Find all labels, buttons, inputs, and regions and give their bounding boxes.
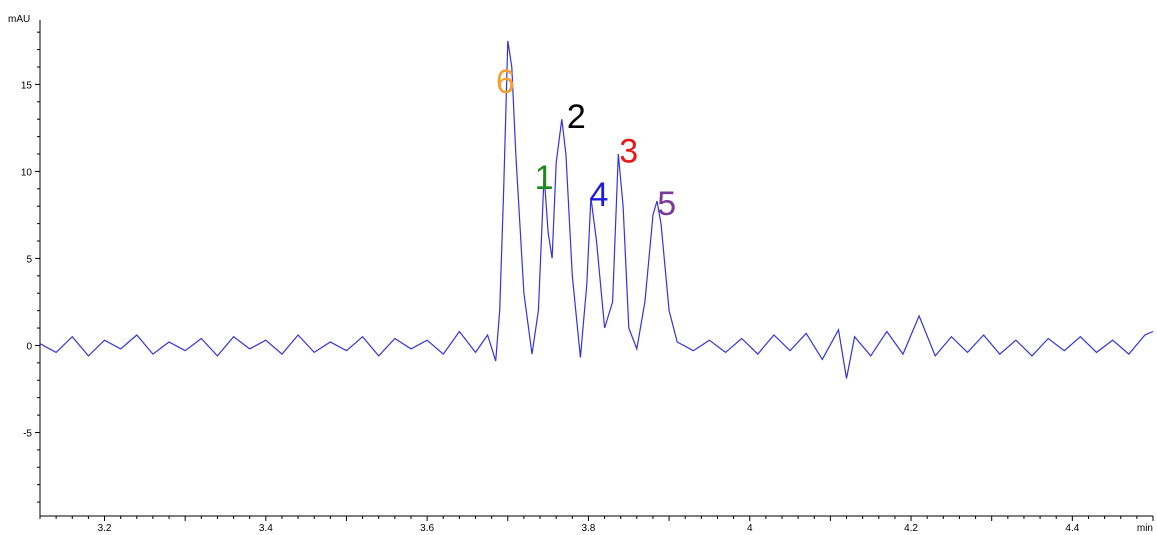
peak-label-1: 1: [535, 159, 554, 197]
peak-label-6: 6: [496, 63, 515, 101]
signal-trace: [39, 40, 1154, 379]
y-axis-unit-label: mAU: [8, 14, 30, 25]
peak-label-4: 4: [589, 176, 608, 214]
y-tick-label: 10: [21, 167, 33, 178]
x-tick-label: 4.4: [1065, 523, 1079, 534]
x-tick-label: 4.2: [904, 523, 918, 534]
peak-label-3: 3: [619, 133, 638, 171]
chart-plot-area: [39, 40, 1154, 379]
y-tick-label: -5: [23, 428, 32, 439]
chart-annotations: 6 12 435: [496, 63, 676, 223]
y-tick-label: 15: [21, 80, 33, 91]
x-tick-label: 3.6: [420, 523, 434, 534]
peak-label-2: 2: [567, 98, 586, 136]
x-tick-label: 3.2: [98, 523, 112, 534]
x-tick-label: 3.4: [259, 523, 273, 534]
x-tick-label: 3.8: [581, 523, 595, 534]
peak-label-5: 5: [657, 185, 676, 223]
x-tick-label: 4: [747, 523, 753, 534]
x-axis-unit-label: min: [1137, 523, 1153, 534]
y-tick-label: 5: [26, 254, 32, 265]
chart-axes: [39, 20, 1153, 517]
y-tick-label: 0: [26, 341, 32, 352]
